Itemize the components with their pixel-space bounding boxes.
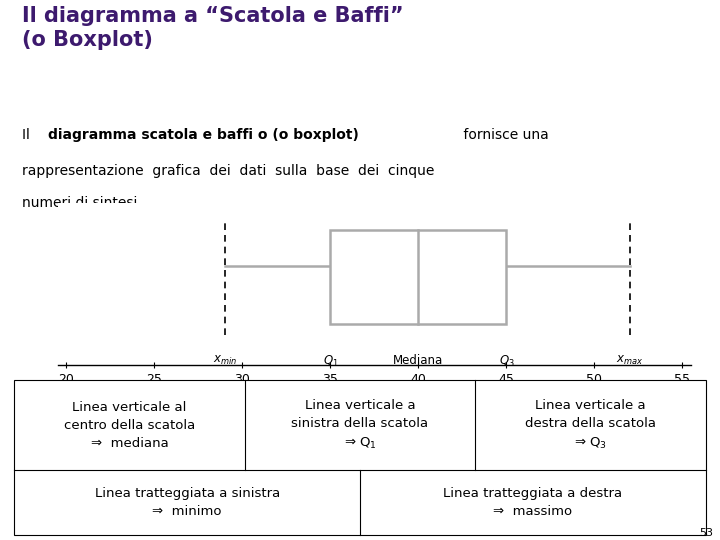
Text: Il diagramma a “Scatola e Baffi”
(o Boxplot): Il diagramma a “Scatola e Baffi” (o Boxp… <box>22 6 403 50</box>
X-axis label: Tempo (minuti): Tempo (minuti) <box>327 390 422 403</box>
Text: $Q_3$: $Q_3$ <box>498 354 514 369</box>
Text: Il: Il <box>22 128 34 142</box>
Text: numeri di sintesi.: numeri di sintesi. <box>22 196 141 210</box>
Text: 53: 53 <box>699 528 713 538</box>
Text: $\mathit{x}_{max}$: $\mathit{x}_{max}$ <box>616 354 643 367</box>
Text: $Q_1$: $Q_1$ <box>323 354 338 369</box>
Text: $\mathit{x}_{min}$: $\mathit{x}_{min}$ <box>212 354 237 367</box>
Text: diagramma scatola e baffi o (o boxplot): diagramma scatola e baffi o (o boxplot) <box>48 128 359 142</box>
Text: Linea verticale a
sinistra della scatola
⇒ Q$_1$: Linea verticale a sinistra della scatola… <box>292 400 428 451</box>
Text: rappresentazione  grafica  dei  dati  sulla  base  dei  cinque: rappresentazione grafica dei dati sulla … <box>22 164 434 178</box>
Text: Linea tratteggiata a sinistra
⇒  minimo: Linea tratteggiata a sinistra ⇒ minimo <box>94 487 280 518</box>
FancyBboxPatch shape <box>14 380 706 535</box>
Text: fornisce una: fornisce una <box>459 128 549 142</box>
Bar <box>330 230 506 324</box>
Text: Linea tratteggiata a destra
⇒  massimo: Linea tratteggiata a destra ⇒ massimo <box>444 487 622 518</box>
Text: Mediana: Mediana <box>393 354 444 367</box>
Text: Linea verticale al
centro della scatola
⇒  mediana: Linea verticale al centro della scatola … <box>64 401 195 450</box>
Text: Linea verticale a
destra della scatola
⇒ Q$_3$: Linea verticale a destra della scatola ⇒… <box>525 400 656 451</box>
